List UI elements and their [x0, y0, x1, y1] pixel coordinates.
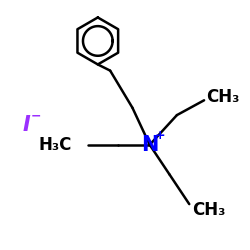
Text: +: +	[155, 129, 166, 142]
Text: I: I	[22, 115, 30, 135]
Text: −: −	[31, 109, 41, 122]
Text: N: N	[141, 135, 158, 155]
Text: CH₃: CH₃	[206, 88, 240, 106]
Text: H₃C: H₃C	[38, 136, 72, 154]
Text: CH₃: CH₃	[192, 201, 225, 219]
